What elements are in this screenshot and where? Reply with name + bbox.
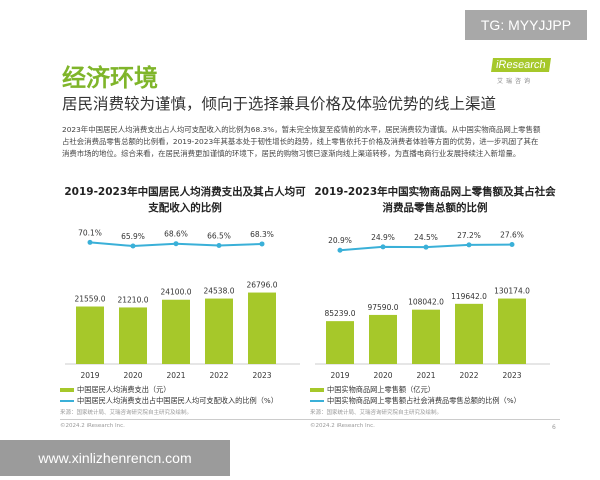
line-label: 27.6% [500, 231, 524, 240]
x-tick-label: 2023 [502, 371, 521, 380]
chart-1-plot: 21559.0 2019 21210.0 2020 24100.0 2021 24538.0… [65, 228, 300, 380]
chart-2-plot: 85239.0 2019 97590.0 2020 108042.0 2021 119642… [315, 231, 550, 380]
bar-label: 21210.0 [117, 295, 148, 304]
bar [248, 292, 276, 364]
line-point [259, 241, 265, 247]
chart-1: 2019-2023年中国居民人均消费支出及其占人均可支配收入的比例 21559.… [60, 184, 310, 430]
x-tick-label: 2019 [80, 371, 99, 380]
copyright: ©2024.2 iResearch Inc. [310, 423, 375, 429]
source: 来源：国家统计局、艾瑞咨询研究院自主研究及绘制。 [60, 410, 193, 416]
line-label: 68.6% [164, 230, 188, 239]
bar [498, 298, 526, 364]
x-tick-label: 2020 [123, 371, 142, 380]
line-label: 20.9% [328, 236, 352, 245]
body-text: 2023年中国居民人均消费支出占人均可支配收入的比例为68.3%，暂未完全恢复至… [62, 125, 541, 158]
line-point [130, 243, 136, 249]
line-point [216, 242, 222, 248]
bar [326, 321, 354, 364]
bar [119, 307, 147, 364]
bar [76, 306, 104, 364]
page-subtitle: 居民消费较为谨慎，倾向于选择兼具价格及体验优势的线上渠道 [62, 95, 497, 113]
line-swatch [310, 400, 324, 402]
bar [162, 299, 190, 364]
legend-label: 中国实物商品网上零售额（亿元） [327, 385, 435, 394]
bar-label: 85239.0 [324, 309, 355, 318]
bar [412, 309, 440, 364]
bar-label: 119642.0 [451, 292, 487, 301]
bar [455, 303, 483, 364]
watermark: TG: MYYJJPP [465, 10, 587, 40]
copyright: ©2024.2 iResearch Inc. [60, 423, 125, 429]
line-point [87, 239, 93, 245]
line-label: 24.9% [371, 233, 395, 242]
bar-label: 130174.0 [494, 287, 530, 296]
line-point [173, 241, 179, 247]
x-tick-label: 2022 [209, 371, 228, 380]
bar-swatch [310, 388, 324, 392]
divider [310, 419, 560, 420]
line-label: 66.5% [207, 231, 231, 240]
line-point [466, 242, 472, 248]
legend: 中国实物商品网上零售额（亿元） 中国实物商品网上零售额占社会消费品零售总额的比例… [310, 384, 560, 406]
line-label: 27.2% [457, 231, 481, 240]
x-tick-label: 2023 [252, 371, 271, 380]
legend-label: 中国居民人均消费支出（元） [77, 385, 171, 394]
legend-item-line: 中国居民人均消费支出占中国居民人均可支配收入的比例（%） [60, 395, 310, 406]
line-point [337, 247, 343, 253]
line-label: 68.3% [250, 230, 274, 239]
line-point [509, 242, 515, 248]
legend-label: 中国居民人均消费支出占中国居民人均可支配收入的比例（%） [77, 396, 278, 405]
logo-subtitle: 艾瑞咨询 [497, 78, 534, 85]
divider [60, 419, 310, 420]
bar-label: 24100.0 [160, 288, 191, 297]
bar [369, 314, 397, 364]
bar-label: 21559.0 [74, 295, 105, 304]
line-label: 65.9% [121, 232, 145, 241]
bar [205, 298, 233, 364]
x-tick-label: 2020 [373, 371, 392, 380]
chart-2: 2019-2023年中国实物商品网上零售额及其占社会消费品零售总额的比例 852… [310, 184, 560, 430]
x-tick-label: 2022 [459, 371, 478, 380]
line-point [380, 244, 386, 250]
chart-title: 2019-2023年中国居民人均消费支出及其占人均可支配收入的比例 [64, 186, 306, 214]
x-tick-label: 2019 [330, 371, 349, 380]
source: 来源：国家统计局、艾瑞咨询研究院自主研究及绘制。 [310, 410, 443, 416]
line-point [423, 244, 429, 250]
chart-title: 2019-2023年中国实物商品网上零售额及其占社会消费品零售总额的比例 [314, 186, 556, 214]
line-swatch [60, 400, 74, 402]
legend-label: 中国实物商品网上零售额占社会消费品零售总额的比例（%） [327, 396, 521, 405]
line-label: 24.5% [414, 233, 438, 242]
page-title: 经济环境 [62, 64, 158, 92]
legend-item-bar: 中国居民人均消费支出（元） [60, 384, 310, 395]
line-label: 70.1% [78, 228, 102, 237]
bar-label: 97590.0 [367, 303, 398, 312]
legend-item-bar: 中国实物商品网上零售额（亿元） [310, 384, 560, 395]
bar-swatch [60, 388, 74, 392]
bar-label: 108042.0 [408, 298, 444, 307]
footer-url: www.xinlizhenrencn.com [0, 440, 230, 476]
bar-label: 26796.0 [246, 281, 277, 290]
legend: 中国居民人均消费支出（元） 中国居民人均消费支出占中国居民人均可支配收入的比例（… [60, 384, 310, 406]
iresearch-logo: iResearch [491, 58, 551, 72]
page-number: 6 [552, 424, 556, 431]
x-tick-label: 2021 [416, 371, 435, 380]
x-tick-label: 2021 [166, 371, 185, 380]
legend-item-line: 中国实物商品网上零售额占社会消费品零售总额的比例（%） [310, 395, 560, 406]
bar-label: 24538.0 [203, 287, 234, 296]
